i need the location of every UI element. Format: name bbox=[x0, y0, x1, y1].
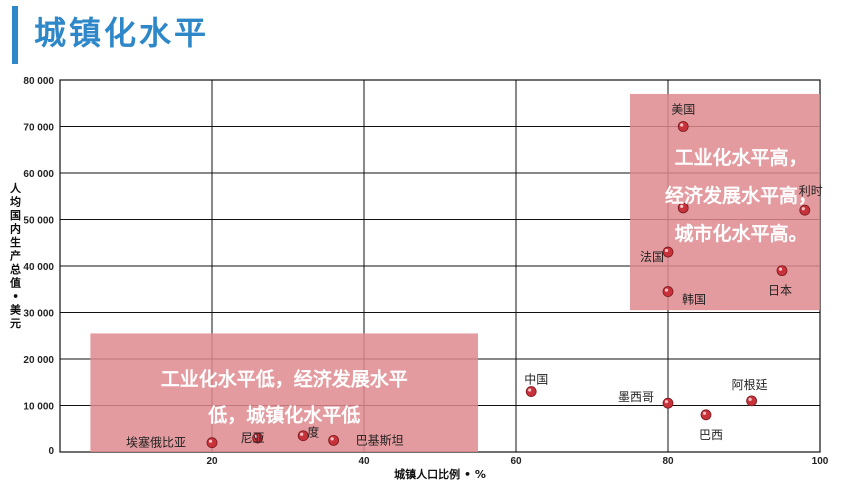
point-label: 日本 bbox=[768, 284, 792, 298]
point-label: 美国 bbox=[671, 103, 695, 117]
data-point bbox=[662, 286, 674, 297]
data-point-highlight bbox=[748, 397, 752, 401]
data-point bbox=[662, 246, 674, 258]
y-tick-label: 50 000 bbox=[23, 216, 54, 227]
data-point-highlight bbox=[254, 434, 258, 439]
data-point-highlight bbox=[208, 439, 213, 443]
data-point-highlight bbox=[778, 267, 783, 271]
annotation-text: 低，城镇化水平低 bbox=[207, 403, 360, 426]
point-label: 尼亚 bbox=[241, 431, 265, 445]
point-label: 阿根廷 bbox=[732, 378, 768, 392]
data-point bbox=[700, 409, 712, 421]
x-tick-label: 40 bbox=[358, 456, 370, 467]
annotation-text: 经济发展水平高， bbox=[665, 184, 817, 207]
y-tick-label: 60 000 bbox=[23, 169, 54, 180]
title-accent-bar bbox=[12, 6, 18, 64]
data-point bbox=[206, 437, 218, 449]
data-point-highlight bbox=[664, 288, 669, 292]
y-tick-label: 30 000 bbox=[23, 309, 54, 320]
data-point bbox=[525, 386, 537, 397]
x-tick-label: 100 bbox=[812, 456, 829, 467]
y-tick-label: 80 000 bbox=[23, 76, 54, 87]
data-point-highlight bbox=[702, 411, 707, 415]
data-point-highlight bbox=[664, 400, 669, 404]
point-label: 墨西哥 bbox=[618, 390, 654, 404]
data-point-highlight bbox=[330, 437, 334, 441]
data-point-highlight bbox=[528, 388, 532, 392]
annotation-text: 城市化水平高。 bbox=[674, 222, 807, 245]
data-point-highlight bbox=[300, 432, 304, 436]
point-label: 埃塞俄比亚 bbox=[126, 435, 186, 450]
data-point bbox=[746, 395, 757, 407]
data-point-highlight bbox=[680, 123, 684, 127]
y-tick-label: 70 000 bbox=[23, 123, 54, 134]
point-label: 韩国 bbox=[682, 292, 706, 307]
x-tick-label: 20 bbox=[206, 456, 218, 467]
x-tick-label: 80 bbox=[662, 456, 674, 467]
data-point bbox=[677, 121, 689, 132]
data-point bbox=[328, 434, 340, 446]
annotation-text: 工业化水平低，经济发展水平 bbox=[161, 367, 408, 390]
point-label: 巴基斯坦 bbox=[356, 433, 404, 447]
annotation-box bbox=[90, 333, 479, 452]
data-point-highlight bbox=[680, 204, 684, 208]
data-point-highlight bbox=[801, 207, 805, 211]
annotation-text: 工业化水平高， bbox=[674, 146, 807, 169]
data-point bbox=[776, 265, 788, 277]
y-tick-label: 40 000 bbox=[23, 262, 54, 273]
point-label: 度 bbox=[307, 425, 319, 440]
y-axis-label: 人均国内生产总值•美元 bbox=[9, 181, 22, 329]
origin-label: 0 bbox=[48, 446, 54, 457]
y-tick-label: 20 000 bbox=[23, 355, 54, 366]
point-label: 利时 bbox=[799, 184, 823, 198]
point-label: 中国 bbox=[524, 372, 548, 387]
data-point-highlight bbox=[664, 248, 669, 253]
x-tick-label: 60 bbox=[510, 456, 522, 467]
point-label: 巴西 bbox=[699, 428, 723, 442]
page-title: 城镇化水平 bbox=[34, 14, 210, 52]
data-point bbox=[662, 397, 674, 409]
annotation-box bbox=[630, 93, 820, 311]
y-tick-label: 10 000 bbox=[23, 402, 54, 413]
point-label: 法国 bbox=[640, 250, 664, 264]
x-axis-label: 城镇人口比例 • % bbox=[394, 467, 486, 481]
